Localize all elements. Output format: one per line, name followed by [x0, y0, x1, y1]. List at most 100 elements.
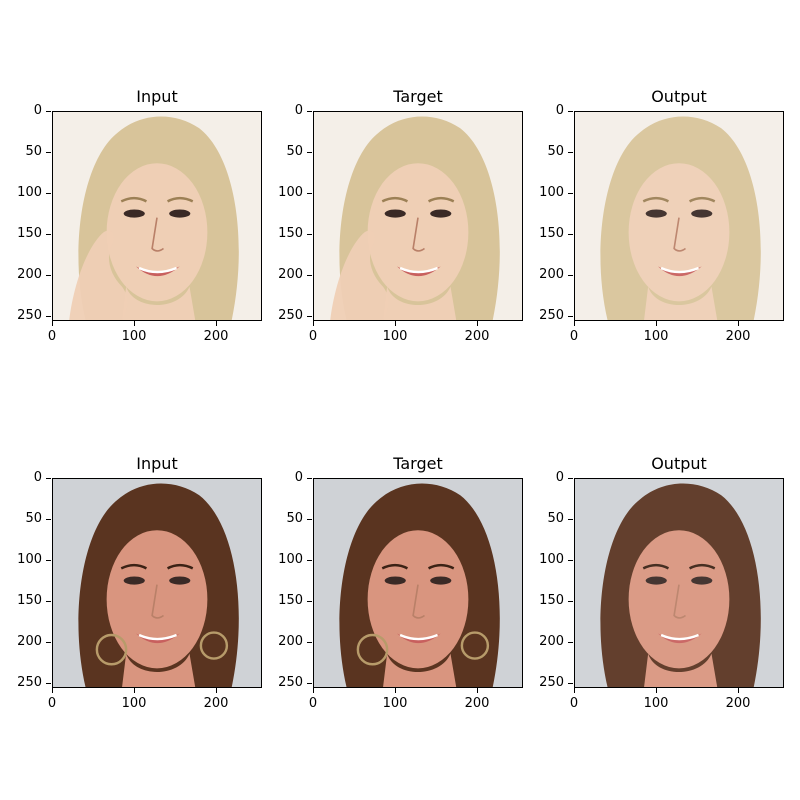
x-tick-label: 100	[643, 696, 669, 711]
face-image	[313, 111, 523, 321]
y-tick-label: 200	[17, 634, 42, 650]
y-tick-label: 150	[539, 226, 564, 242]
y-tick	[568, 642, 573, 644]
y-tick	[568, 275, 573, 277]
x-tick-label: 0	[308, 329, 318, 344]
x-tick-label: 100	[382, 696, 408, 711]
x-tick	[395, 688, 397, 693]
y-tick	[46, 478, 51, 479]
x-tick-label: 0	[308, 696, 318, 711]
x-tick-label: 100	[121, 696, 147, 711]
face-image	[313, 478, 523, 688]
y-tick-label: 250	[278, 308, 303, 324]
y-tick-label: 50	[286, 511, 303, 527]
y-tick	[46, 560, 51, 562]
image-panel: Output 0 50 100 150 200 250 0 100 200	[539, 454, 800, 738]
y-tick	[568, 560, 573, 562]
y-tick	[46, 519, 51, 521]
y-tick	[46, 316, 51, 318]
x-tick-label: 200	[725, 696, 751, 711]
x-tick-label: 0	[569, 696, 579, 711]
y-tick-label: 150	[278, 593, 303, 609]
x-tick	[477, 688, 479, 693]
y-tick-label: 250	[278, 675, 303, 691]
x-tick-label: 0	[47, 696, 57, 711]
y-tick	[568, 316, 573, 318]
x-tick-label: 200	[725, 329, 751, 344]
y-tick-label: 200	[539, 267, 564, 283]
y-tick	[46, 234, 51, 236]
y-tick-label: 100	[278, 552, 303, 568]
y-tick-label: 0	[555, 103, 564, 118]
y-tick-label: 0	[33, 103, 42, 118]
x-tick	[574, 688, 575, 693]
y-tick	[46, 111, 51, 112]
y-tick	[307, 601, 312, 603]
x-tick-label: 100	[382, 329, 408, 344]
y-tick-label: 50	[547, 511, 564, 527]
y-tick-label: 150	[278, 226, 303, 242]
y-tick-label: 0	[294, 103, 303, 118]
face-image	[52, 111, 262, 321]
y-tick	[46, 683, 51, 685]
x-tick-label: 0	[47, 329, 57, 344]
y-tick	[46, 642, 51, 644]
y-tick	[307, 642, 312, 644]
y-tick	[568, 152, 573, 154]
x-tick	[656, 321, 658, 326]
image-panel: Input 0 50 100 150 200 250 0 100 200	[17, 454, 312, 738]
panel-title: Input	[136, 87, 178, 106]
y-tick	[307, 683, 312, 685]
y-tick-label: 50	[547, 144, 564, 160]
x-tick	[395, 321, 397, 326]
x-tick	[574, 321, 575, 326]
y-tick	[46, 601, 51, 603]
panel-title: Target	[393, 87, 443, 106]
face-image	[574, 111, 784, 321]
y-tick-label: 250	[17, 308, 42, 324]
y-tick-label: 250	[539, 675, 564, 691]
y-tick-label: 150	[17, 226, 42, 242]
x-tick-label: 200	[203, 329, 229, 344]
y-tick	[307, 560, 312, 562]
y-tick-label: 100	[539, 552, 564, 568]
image-panel: Target 0 50 100 150 200 250 0 100 200	[278, 454, 573, 738]
y-tick-label: 50	[25, 511, 42, 527]
panel-title: Output	[651, 87, 707, 106]
y-tick	[307, 152, 312, 154]
y-tick	[307, 316, 312, 318]
y-tick-label: 50	[25, 144, 42, 160]
y-tick	[568, 683, 573, 685]
panel-title: Target	[393, 454, 443, 473]
y-tick	[46, 152, 51, 154]
y-tick-label: 100	[278, 185, 303, 201]
y-tick-label: 0	[555, 470, 564, 485]
y-tick	[307, 193, 312, 195]
x-tick	[313, 688, 314, 693]
y-tick	[307, 478, 312, 479]
y-tick	[568, 234, 573, 236]
x-tick-label: 200	[464, 696, 490, 711]
image-panel: Output 0 50 100 150 200 250 0 100 200	[539, 87, 800, 371]
face-image	[574, 478, 784, 688]
x-tick	[656, 688, 658, 693]
y-tick-label: 200	[17, 267, 42, 283]
x-tick-label: 100	[643, 329, 669, 344]
x-tick	[52, 688, 53, 693]
y-tick	[568, 478, 573, 479]
x-tick	[477, 321, 479, 326]
y-tick	[568, 519, 573, 521]
x-tick	[134, 688, 136, 693]
y-tick-label: 100	[539, 185, 564, 201]
x-tick	[216, 688, 218, 693]
y-tick	[307, 234, 312, 236]
y-tick-label: 100	[17, 185, 42, 201]
y-tick-label: 150	[539, 593, 564, 609]
y-tick	[568, 193, 573, 195]
panel-title: Output	[651, 454, 707, 473]
face-image	[52, 478, 262, 688]
y-tick-label: 100	[17, 552, 42, 568]
x-tick	[134, 321, 136, 326]
x-tick-label: 0	[569, 329, 579, 344]
y-tick	[307, 519, 312, 521]
